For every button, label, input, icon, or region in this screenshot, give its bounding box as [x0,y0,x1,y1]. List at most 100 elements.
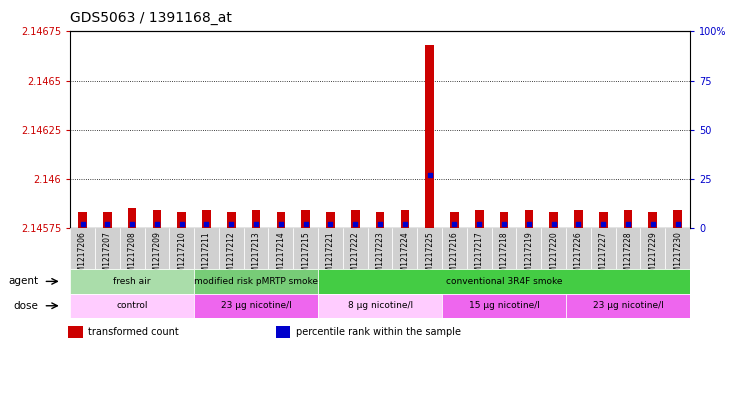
Text: GSM1217218: GSM1217218 [500,231,508,282]
Text: dose: dose [14,301,38,311]
Text: GSM1217219: GSM1217219 [525,231,534,282]
Bar [70,228,95,269]
Bar [219,228,244,269]
Point [275,221,287,227]
Text: 8 μg nicotine/l: 8 μg nicotine/l [348,301,413,310]
Bar [326,212,335,228]
Text: percentile rank within the sample: percentile rank within the sample [296,327,461,336]
Bar [78,212,87,228]
Text: GSM1217226: GSM1217226 [574,231,583,282]
Bar [276,325,291,338]
Bar [525,210,533,228]
Point [523,221,535,227]
Text: fresh air: fresh air [114,277,151,286]
Bar [517,228,541,269]
Point [672,221,683,227]
Bar [70,269,194,294]
Point [151,221,163,227]
Point [622,221,634,227]
Bar [301,210,310,228]
Point [201,221,213,227]
Bar [599,212,607,228]
Bar [376,212,384,228]
Bar [351,210,359,228]
Bar [318,294,442,318]
Bar [368,228,393,269]
Bar [244,228,269,269]
Text: GSM1217221: GSM1217221 [326,231,335,282]
Bar [128,208,137,228]
Bar [401,210,409,228]
Text: 15 μg nicotine/l: 15 μg nicotine/l [469,301,539,310]
Text: GSM1217215: GSM1217215 [301,231,310,282]
Text: GSM1217228: GSM1217228 [624,231,632,282]
Bar [252,210,261,228]
Bar [202,210,211,228]
Text: GSM1217216: GSM1217216 [450,231,459,282]
Point [126,221,138,227]
Bar [194,269,318,294]
Text: GSM1217211: GSM1217211 [202,231,211,282]
Point [374,221,386,227]
Bar [318,269,690,294]
Text: agent: agent [8,276,38,286]
Bar [591,228,615,269]
Text: GSM1217225: GSM1217225 [425,231,434,282]
Bar [169,228,194,269]
Bar [541,228,566,269]
Bar [318,228,343,269]
Bar [442,228,467,269]
Bar [70,294,194,318]
Bar [624,210,632,228]
Point [77,221,89,227]
Text: GSM1217230: GSM1217230 [673,231,682,282]
Text: GSM1217207: GSM1217207 [103,231,111,282]
Bar [566,228,591,269]
Point [573,221,584,227]
Text: GSM1217206: GSM1217206 [78,231,87,282]
Text: GSM1217227: GSM1217227 [599,231,607,282]
Text: control: control [117,301,148,310]
Bar [145,228,169,269]
Bar [673,210,682,228]
Text: GSM1217213: GSM1217213 [252,231,261,282]
Bar [442,294,566,318]
Bar [269,228,293,269]
Text: GSM1217220: GSM1217220 [549,231,558,282]
Point [101,221,113,227]
Point [548,221,559,227]
Bar [417,228,442,269]
Text: GSM1217222: GSM1217222 [351,231,359,282]
Text: 23 μg nicotine/l: 23 μg nicotine/l [593,301,663,310]
Text: GSM1217217: GSM1217217 [475,231,483,282]
Point [349,221,361,227]
Bar [177,212,186,228]
Bar [293,228,318,269]
Bar [641,228,665,269]
Text: GSM1217214: GSM1217214 [277,231,286,282]
Text: 23 μg nicotine/l: 23 μg nicotine/l [221,301,292,310]
Bar [120,228,145,269]
Text: transformed count: transformed count [88,327,179,336]
Point [325,221,337,227]
Text: GSM1217224: GSM1217224 [401,231,410,282]
Bar [194,294,318,318]
Point [399,221,411,227]
Point [424,172,435,178]
Bar [277,212,285,228]
Text: GSM1217208: GSM1217208 [128,231,137,282]
Bar [566,294,690,318]
Bar [475,210,483,228]
Bar [95,228,120,269]
Point [225,221,237,227]
Bar [549,212,558,228]
Point [449,221,461,227]
Bar [615,228,641,269]
Bar [425,45,434,228]
Bar [343,228,368,269]
Bar [665,228,690,269]
Bar [492,228,517,269]
Text: modified risk pMRTP smoke: modified risk pMRTP smoke [194,277,318,286]
Text: GSM1217223: GSM1217223 [376,231,384,282]
Bar [69,325,83,338]
